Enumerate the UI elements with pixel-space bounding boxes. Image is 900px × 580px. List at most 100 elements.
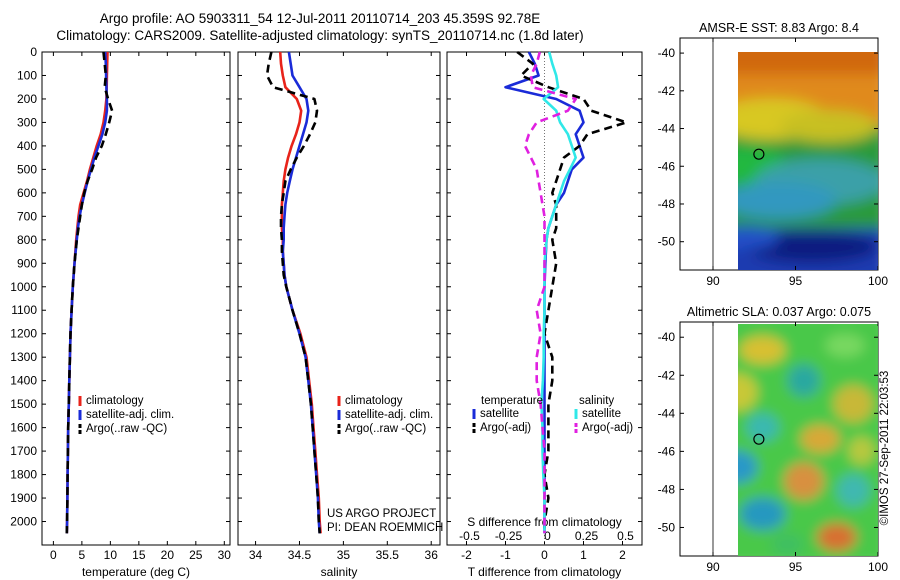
y-tick-label: 1300 <box>10 350 37 364</box>
map-field <box>738 52 878 270</box>
field-cold-patch <box>738 225 779 250</box>
field-teal <box>738 181 837 219</box>
legend-label: Argo(-adj) <box>582 422 633 434</box>
map-x-tick-label: 90 <box>706 274 720 288</box>
x-tick-label: -2 <box>461 548 472 562</box>
map-y-tick-label: -44 <box>658 122 676 136</box>
legend-label: satellite-adj. clim. <box>345 409 433 421</box>
map-y-tick-label: -46 <box>658 159 676 173</box>
y-tick-label: 1500 <box>10 397 37 411</box>
x-tick-label: 35.5 <box>376 548 400 562</box>
project-name: US ARGO PROJECT <box>327 508 436 520</box>
map-y-tick-label: -48 <box>658 482 676 496</box>
x-axis-label: salinity <box>321 565 358 579</box>
legend-label: satellite-adj. clim. <box>86 409 174 421</box>
map-y-tick-label: -44 <box>658 406 676 420</box>
field-anomaly-patch <box>746 413 779 442</box>
temperature-frame <box>41 51 231 546</box>
x-tick-label: 0 <box>541 548 548 562</box>
field-anomaly-patch <box>770 532 804 556</box>
differences-panel: -2 -1 0 1 2 T difference from climatology -0.5… <box>446 50 643 579</box>
salinity-panel: 34 34.5 35 35.5 36 salinity <box>237 51 441 579</box>
map-field-blur <box>738 324 878 556</box>
y-tick-label: 200 <box>17 92 37 106</box>
temperature-legend: climatology satellite-adj. clim. Argo(..ra… <box>78 395 174 435</box>
x-axis-label: T difference from climatology <box>468 565 622 579</box>
map-field-blur <box>738 52 878 270</box>
legend-label: Argo(..raw -QC) <box>86 423 167 435</box>
y-tick-label: 1400 <box>10 374 37 388</box>
x-axis-label: temperature (deg C) <box>82 565 190 579</box>
x-tick-label: 15 <box>132 548 146 562</box>
legend-label: Argo(-adj) <box>480 422 531 434</box>
x-top-tick-label: 0.5 <box>617 529 634 543</box>
differences-legend: temperature salinitysatelliteArgo(-adj)sa… <box>472 395 633 434</box>
map-y-tick-label: -46 <box>658 444 676 458</box>
sla-map: 90 95 100 -40 -42 -44 -46 -48 -50 Altimetric SLA:… <box>658 305 889 574</box>
x-tick-label: 2 <box>619 548 626 562</box>
sst-map: 90 95 100 -40 -42 -44 -46 -48 -50 AMSR-E SST: 8.8… <box>658 21 889 288</box>
y-tick-label: 600 <box>17 186 37 200</box>
legend-heading: temperature <box>481 395 543 407</box>
y-tick-label: 1700 <box>10 444 37 458</box>
argo-position-marker <box>753 433 765 445</box>
map-y-tick-label: -48 <box>658 197 676 211</box>
map-y-tick-label: -50 <box>658 235 676 249</box>
y-tick-label: 100 <box>17 68 37 82</box>
field-anomaly-patch <box>739 336 786 365</box>
y-tick-label: 800 <box>17 233 37 247</box>
legend-label: climatology <box>86 395 144 407</box>
field-anomaly-patch <box>738 450 758 484</box>
x-tick-label: 34 <box>249 548 263 562</box>
field-anomaly-patch <box>836 474 870 507</box>
map-x-tick-label: 90 <box>706 560 720 574</box>
x-top-tick-label: -0.25 <box>495 529 523 543</box>
climatology-subtitle: Climatology: CARS2009. Satellite-adjuste… <box>56 28 584 43</box>
y-tick-label: 900 <box>17 256 37 270</box>
project-note: US ARGO PROJECT PI: DEAN ROEMMICH <box>327 508 443 534</box>
series-line-argo-raw-qc- <box>65 51 114 534</box>
y-tick-label: 1600 <box>10 421 37 435</box>
field-coldest <box>746 230 878 264</box>
field-warmest <box>738 52 878 75</box>
field-anomaly-patch <box>783 462 824 500</box>
field-anomaly-patch <box>833 385 874 423</box>
pi-name: PI: DEAN ROEMMICH <box>327 522 443 534</box>
x-tick-label: 25 <box>189 548 203 562</box>
argo-position-marker <box>753 148 765 160</box>
map-y-tick-label: -42 <box>658 84 676 98</box>
legend-label: satellite <box>582 408 621 420</box>
series-line-argo-raw-qc- <box>265 51 321 534</box>
map-x-tick-label: 100 <box>868 560 888 574</box>
map-y-tick-label: -40 <box>658 46 676 60</box>
y-tick-label: 400 <box>17 139 37 153</box>
y-tick-label: 0 <box>30 45 37 59</box>
x-tick-label: 20 <box>161 548 175 562</box>
map-y-tick-label: -42 <box>658 368 676 382</box>
map-field <box>738 324 878 556</box>
legend-heading: salinity <box>579 395 614 407</box>
x-tick-label: 5 <box>79 548 86 562</box>
series-line-salinity-argo-adj- <box>523 51 578 534</box>
field-anomaly-patch <box>800 424 841 454</box>
y-tick-label: 700 <box>17 209 37 223</box>
salinity-frame <box>237 51 441 546</box>
y-tick-label: 500 <box>17 162 37 176</box>
map-title: Altimetric SLA: 0.037 Argo: 0.075 <box>687 305 871 319</box>
map-y-tick-label: -50 <box>658 520 676 534</box>
x-top-tick-label: 0 <box>544 529 551 543</box>
y-tick-label: 1200 <box>10 327 37 341</box>
y-tick-label: 1100 <box>11 303 37 317</box>
map-title: AMSR-E SST: 8.83 Argo: 8.4 <box>699 21 859 35</box>
x-tick-label: 1 <box>580 548 587 562</box>
series-line-temperature-argo-adj- <box>516 50 628 534</box>
x-tick-label: 30 <box>218 548 232 562</box>
temperature-panel: 0 5 10 15 20 25 30 temperature (deg C) 0 100 200 30… <box>10 45 231 579</box>
x-tick-label: 36 <box>425 548 439 562</box>
legend-label: climatology <box>345 395 403 407</box>
field-anomaly-patch <box>848 436 875 465</box>
y-tick-label: 1800 <box>10 468 37 482</box>
map-x-tick-label: 95 <box>789 274 803 288</box>
y-tick-label: 300 <box>17 115 37 129</box>
